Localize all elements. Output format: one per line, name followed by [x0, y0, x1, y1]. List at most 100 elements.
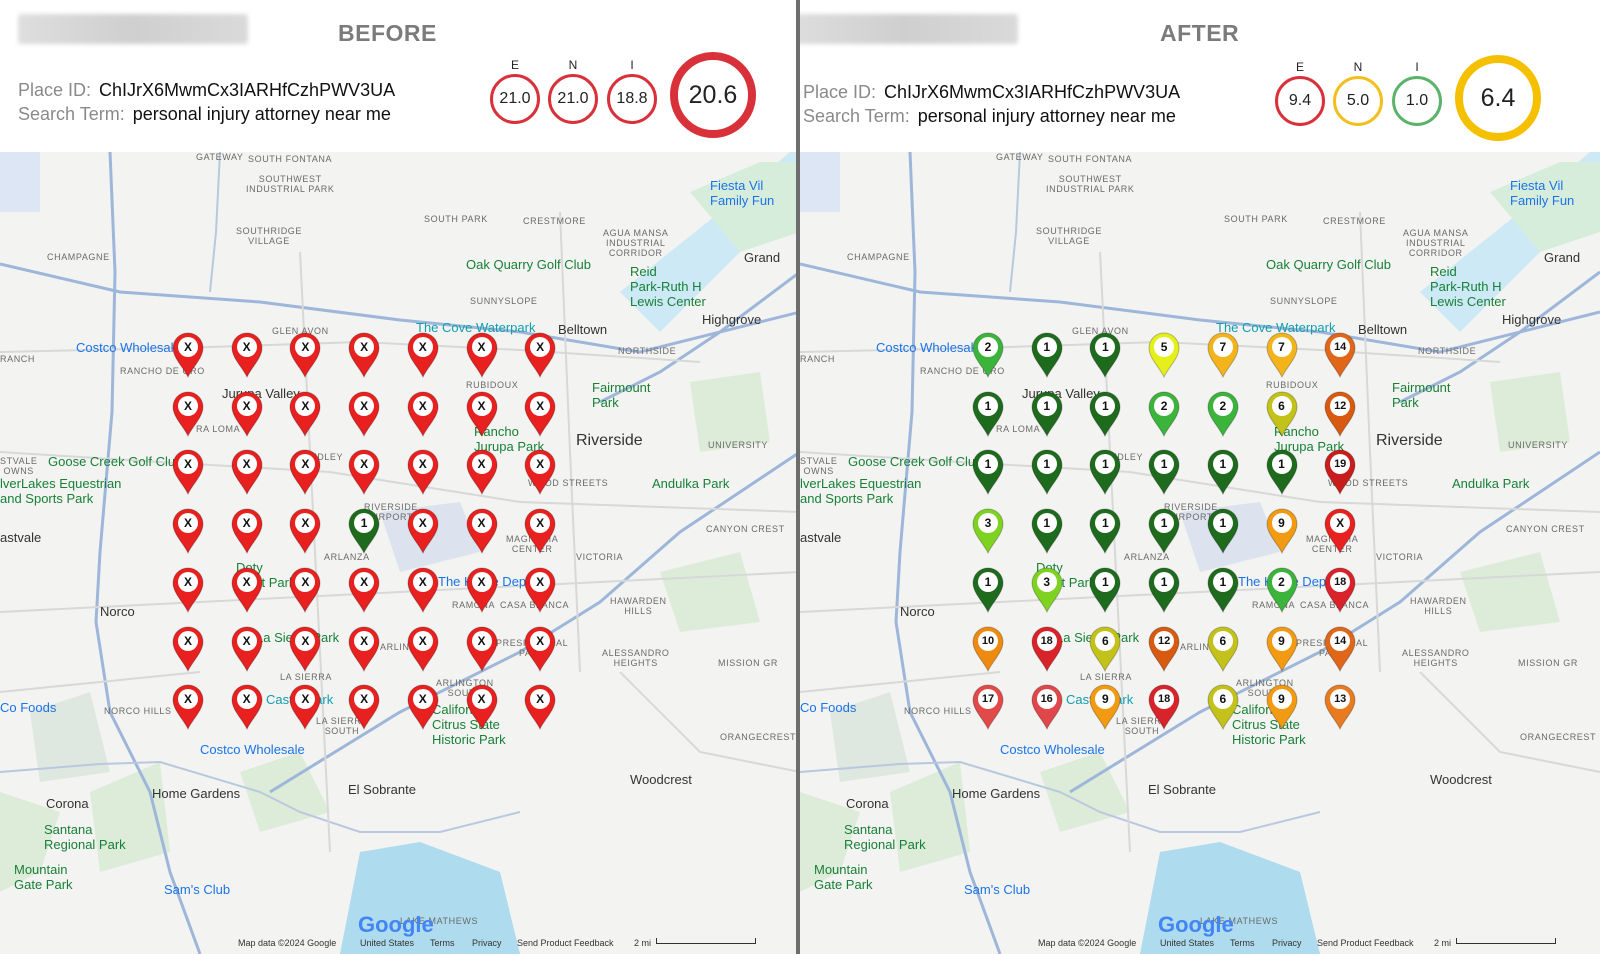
rank-pin[interactable]: 5: [1147, 332, 1181, 379]
rank-pin-not-found[interactable]: X: [465, 332, 499, 379]
rank-pin[interactable]: 2: [1147, 391, 1181, 437]
rank-pin-not-found[interactable]: X: [406, 684, 440, 731]
rank-pin-not-found[interactable]: X: [230, 684, 264, 731]
rank-pin-not-found[interactable]: X: [406, 567, 440, 614]
rank-pin-not-found[interactable]: X: [171, 391, 205, 437]
rank-pin-not-found[interactable]: X: [347, 684, 381, 731]
rank-pin-not-found[interactable]: X: [288, 449, 322, 496]
region-link[interactable]: United States: [1160, 938, 1215, 948]
rank-pin[interactable]: 14: [1323, 626, 1357, 672]
rank-pin[interactable]: 17: [971, 684, 1005, 731]
rank-pin-not-found[interactable]: X: [347, 449, 381, 496]
rank-pin[interactable]: 3: [1030, 567, 1064, 614]
rank-pin[interactable]: 18: [1147, 684, 1181, 731]
terms-link[interactable]: Terms: [430, 938, 455, 948]
rank-pin-not-found[interactable]: X: [406, 332, 440, 379]
rank-pin-not-found[interactable]: X: [523, 567, 557, 614]
rank-pin[interactable]: 6: [1206, 684, 1240, 731]
rank-pin[interactable]: 1: [1088, 332, 1122, 379]
rank-pin-not-found[interactable]: X: [465, 508, 499, 555]
rank-pin[interactable]: 16: [1030, 684, 1064, 731]
rank-pin[interactable]: 1: [1030, 332, 1064, 379]
rank-pin[interactable]: 12: [1323, 391, 1357, 437]
rank-pin[interactable]: 1: [1265, 449, 1299, 496]
rank-pin[interactable]: 7: [1265, 332, 1299, 379]
rank-pin-not-found[interactable]: X: [288, 391, 322, 437]
rank-pin[interactable]: 1: [1088, 449, 1122, 496]
rank-pin[interactable]: 12: [1147, 626, 1181, 672]
rank-pin-not-found[interactable]: X: [230, 508, 264, 555]
rank-pin-not-found[interactable]: X: [465, 449, 499, 496]
rank-pin-not-found[interactable]: X: [406, 449, 440, 496]
rank-pin[interactable]: 1: [1088, 508, 1122, 555]
rank-pin-not-found[interactable]: X: [171, 449, 205, 496]
rank-pin-not-found[interactable]: X: [406, 626, 440, 672]
rank-pin[interactable]: 9: [1265, 684, 1299, 731]
rank-pin-not-found[interactable]: X: [465, 567, 499, 614]
privacy-link[interactable]: Privacy: [472, 938, 502, 948]
rank-pin-not-found[interactable]: X: [465, 626, 499, 672]
rank-pin[interactable]: 3: [971, 508, 1005, 555]
rank-pin-not-found[interactable]: X: [347, 567, 381, 614]
rank-pin[interactable]: 1: [1030, 449, 1064, 496]
rank-pin[interactable]: 6: [1265, 391, 1299, 437]
feedback-link[interactable]: Send Product Feedback: [1317, 938, 1414, 948]
rank-pin[interactable]: 1: [347, 508, 381, 555]
rank-pin[interactable]: 19: [1323, 449, 1357, 496]
region-link[interactable]: United States: [360, 938, 415, 948]
rank-pin-not-found[interactable]: X: [171, 626, 205, 672]
rank-pin[interactable]: 1: [1030, 391, 1064, 437]
rank-pin[interactable]: 9: [1265, 508, 1299, 555]
rank-pin-not-found[interactable]: X: [523, 626, 557, 672]
rank-pin[interactable]: 6: [1088, 626, 1122, 672]
rank-pin-not-found[interactable]: X: [406, 391, 440, 437]
rank-pin[interactable]: 1: [1147, 449, 1181, 496]
rank-pin-not-found[interactable]: X: [288, 332, 322, 379]
rank-pin-not-found[interactable]: X: [171, 508, 205, 555]
rank-pin[interactable]: 7: [1206, 332, 1240, 379]
rank-pin[interactable]: 2: [1265, 567, 1299, 614]
rank-pin[interactable]: 10: [971, 626, 1005, 672]
rank-pin-not-found[interactable]: X: [523, 332, 557, 379]
rank-pin[interactable]: 1: [971, 391, 1005, 437]
rank-pin[interactable]: 1: [971, 567, 1005, 614]
rank-pin-not-found[interactable]: X: [288, 567, 322, 614]
rank-pin-not-found[interactable]: X: [288, 508, 322, 555]
rank-pin-not-found[interactable]: X: [171, 684, 205, 731]
rank-pin-not-found[interactable]: X: [523, 684, 557, 731]
privacy-link[interactable]: Privacy: [1272, 938, 1302, 948]
rank-pin[interactable]: 2: [971, 332, 1005, 379]
terms-link[interactable]: Terms: [1230, 938, 1255, 948]
rank-pin-not-found[interactable]: X: [230, 626, 264, 672]
rank-pin-not-found[interactable]: X: [465, 391, 499, 437]
rank-pin-not-found[interactable]: X: [465, 684, 499, 731]
rank-pin-not-found[interactable]: X: [523, 449, 557, 496]
rank-pin-not-found[interactable]: X: [523, 508, 557, 555]
rank-pin[interactable]: 1: [1147, 508, 1181, 555]
rank-pin-not-found[interactable]: X: [171, 567, 205, 614]
rank-pin-not-found[interactable]: X: [171, 332, 205, 379]
rank-pin-not-found[interactable]: X: [523, 391, 557, 437]
rank-pin[interactable]: 13: [1323, 684, 1357, 731]
rank-pin[interactable]: 1: [971, 449, 1005, 496]
rank-pin-not-found[interactable]: X: [347, 391, 381, 437]
rank-pin[interactable]: 18: [1030, 626, 1064, 672]
rank-pin[interactable]: 1: [1030, 508, 1064, 555]
feedback-link[interactable]: Send Product Feedback: [517, 938, 614, 948]
rank-pin[interactable]: 1: [1206, 508, 1240, 555]
rank-pin[interactable]: 2: [1206, 391, 1240, 437]
rank-pin[interactable]: 9: [1088, 684, 1122, 731]
rank-pin[interactable]: 6: [1206, 626, 1240, 672]
rank-pin-not-found[interactable]: X: [288, 626, 322, 672]
rank-pin-not-found[interactable]: X: [347, 626, 381, 672]
rank-pin-not-found[interactable]: X: [347, 332, 381, 379]
before-map[interactable]: GATEWAY SOUTH FONTANA SOUTHWEST INDUSTRIAL…: [0, 152, 796, 954]
rank-pin[interactable]: 1: [1088, 567, 1122, 614]
rank-pin-not-found[interactable]: X: [230, 391, 264, 437]
rank-pin-not-found[interactable]: X: [288, 684, 322, 731]
after-map[interactable]: GATEWAY SOUTH FONTANA SOUTHWEST INDUSTRIAL…: [800, 152, 1600, 954]
rank-pin[interactable]: 18: [1323, 567, 1357, 614]
rank-pin-not-found[interactable]: X: [230, 567, 264, 614]
rank-pin[interactable]: 14: [1323, 332, 1357, 379]
rank-pin-not-found[interactable]: X: [230, 332, 264, 379]
